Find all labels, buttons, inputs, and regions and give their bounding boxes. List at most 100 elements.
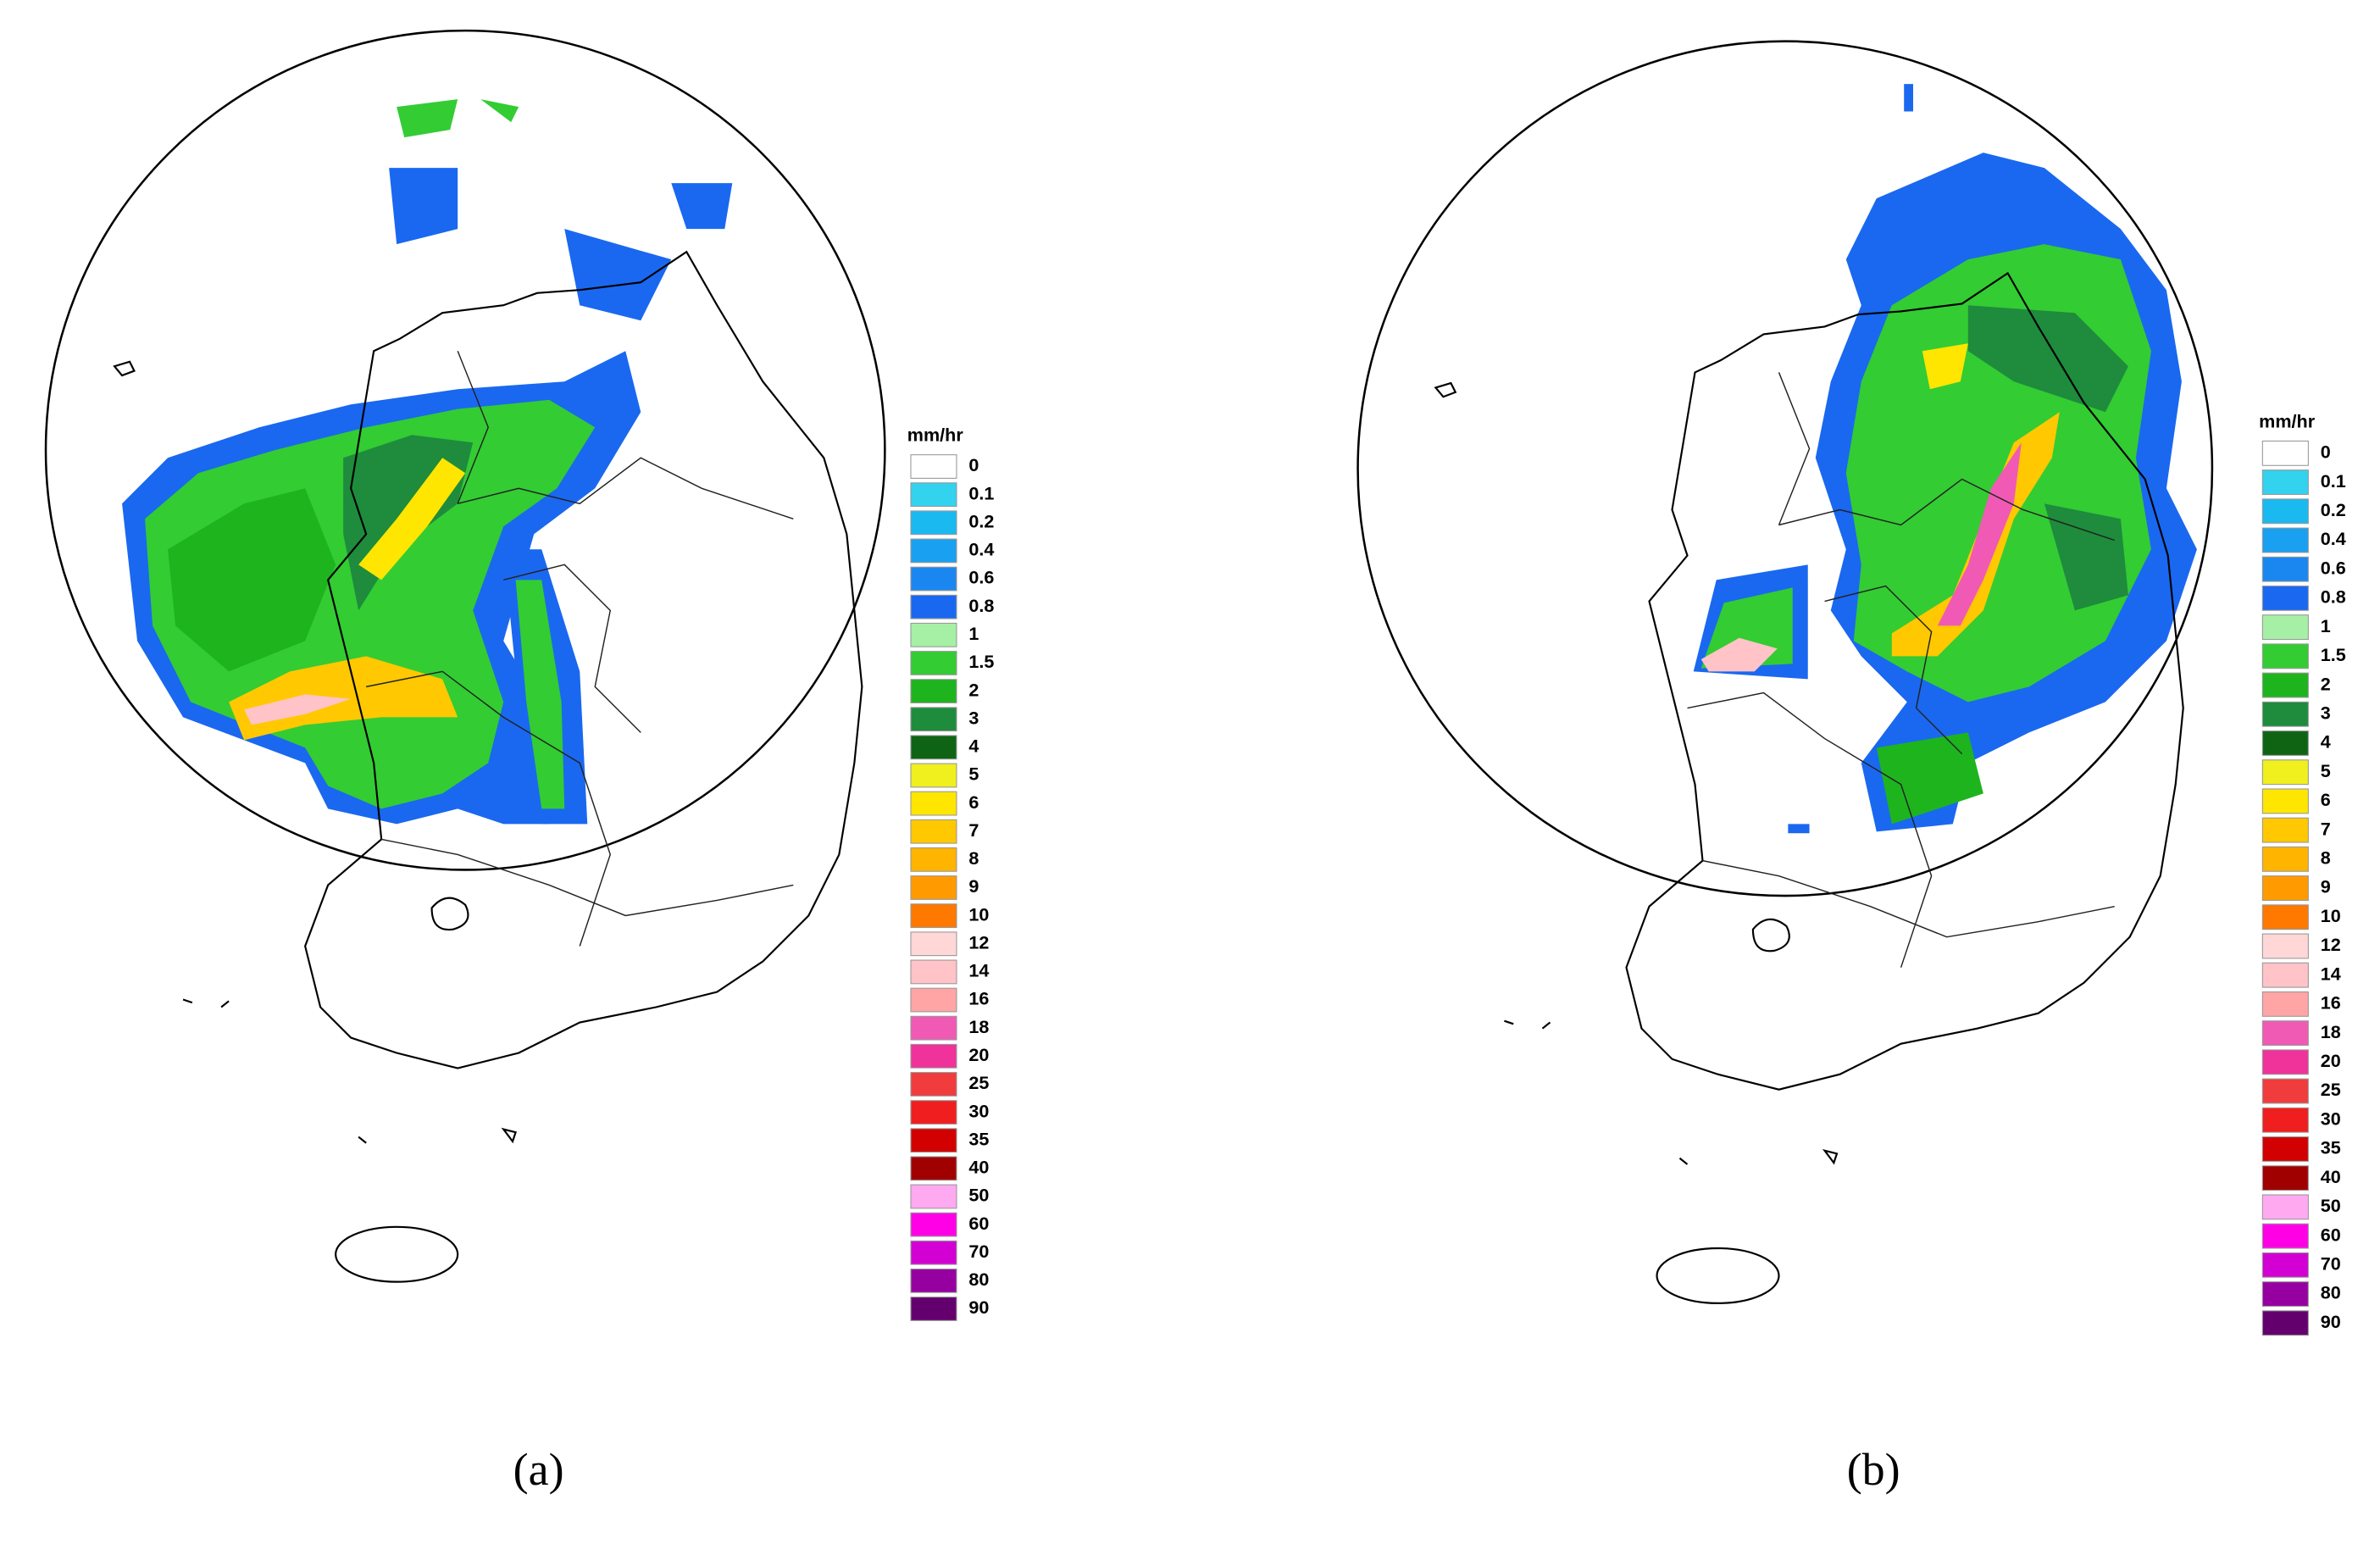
- legend-swatch: [2261, 962, 2309, 988]
- legend-title: mm/hr: [2259, 411, 2316, 432]
- echo: [1876, 732, 1983, 825]
- legend-label: 35: [968, 1128, 989, 1149]
- legend-label: 8: [968, 847, 979, 869]
- legend-swatch: [910, 594, 957, 619]
- legend-swatch: [910, 903, 957, 929]
- legend-swatch: [2261, 1165, 2309, 1191]
- radar-echoes: [1693, 84, 2197, 834]
- legend-label: 0.4: [2321, 528, 2346, 549]
- legend-swatch: [2261, 614, 2309, 641]
- legend-swatch: [2261, 469, 2309, 496]
- legend-swatch: [910, 735, 957, 760]
- legend-swatch: [2261, 701, 2309, 727]
- echo: [1922, 343, 1968, 390]
- legend-swatch: [910, 847, 957, 872]
- legend-swatch: [910, 538, 957, 564]
- legend-swatch: [2261, 556, 2309, 582]
- legend-label: 1.5: [2321, 644, 2346, 665]
- legend-swatch: [2261, 1107, 2309, 1133]
- legend-label: 18: [968, 1016, 989, 1037]
- legend-label: 5: [2321, 760, 2331, 781]
- echo: [515, 580, 565, 809]
- legend-label: 60: [2321, 1224, 2341, 1245]
- legend-swatch: [2261, 1281, 2309, 1307]
- legend-swatch: [2261, 730, 2309, 756]
- legend-swatch: [910, 679, 957, 703]
- legend-label: 3: [968, 707, 979, 728]
- legend-swatch: [2261, 585, 2309, 611]
- legend-label: 0.1: [968, 482, 994, 503]
- legend-title: mm/hr: [907, 425, 964, 446]
- legend-swatch: [910, 1240, 957, 1265]
- legend-label: 25: [968, 1072, 989, 1093]
- legend-swatch: [2261, 759, 2309, 786]
- legend-label: 0: [2321, 442, 2331, 463]
- legend-swatch: [2261, 904, 2309, 930]
- panel-a: mm/hr0 0.1 0.2 0.4 0.6 0.8 1 1.5 2 3 4 5 6 7 8 9 10 12 14 1…: [44, 29, 994, 1495]
- legend-swatch: [910, 959, 957, 985]
- legend-swatch: [2261, 527, 2309, 553]
- legend-label: 0.2: [2321, 499, 2346, 520]
- legend-swatch: [2261, 991, 2309, 1017]
- legend-label: 30: [968, 1100, 989, 1121]
- legend-swatch: [2261, 1310, 2309, 1336]
- legend-swatch: [910, 566, 957, 591]
- legend-label: 80: [2321, 1282, 2341, 1303]
- legend-swatch: [910, 791, 957, 816]
- echo: [1937, 442, 2022, 626]
- legend-label: 9: [2321, 876, 2331, 897]
- legend-label: 1: [2321, 615, 2331, 636]
- legend-label: 10: [968, 903, 989, 925]
- legend-swatch: [2261, 440, 2309, 466]
- panel-label: (b): [1847, 1444, 1900, 1495]
- legend-label: 0.8: [968, 595, 994, 616]
- legend-swatch: [2261, 1223, 2309, 1249]
- panel-b: mm/hr0 0.1 0.2 0.4 0.6 0.8 1 1.5 2 3 4 5 6 7 8 9 10 12 14 1…: [1356, 40, 2346, 1495]
- legend-label: 10: [2321, 905, 2341, 926]
- legend-label: 9: [968, 875, 979, 897]
- legend-label: 90: [2321, 1311, 2341, 1332]
- legend-swatch: [2261, 1252, 2309, 1278]
- legend-swatch: [2261, 1020, 2309, 1047]
- legend-swatch: [910, 1212, 957, 1237]
- legend-swatch: [910, 987, 957, 1013]
- legend-swatch: [2261, 933, 2309, 959]
- legend-label: 0.1: [2321, 470, 2346, 492]
- legend-label: 18: [2321, 1021, 2341, 1042]
- legend-label: 25: [2321, 1079, 2341, 1100]
- legend-label: 2: [968, 679, 979, 700]
- legend-label: 5: [968, 764, 979, 785]
- legend-label: 70: [2321, 1253, 2341, 1275]
- legend-swatch: [910, 510, 957, 536]
- legend-swatch: [2261, 1194, 2309, 1220]
- legend-label: 12: [968, 931, 989, 953]
- legend-label: 0.2: [968, 510, 994, 531]
- legend-label: 35: [2321, 1137, 2341, 1158]
- legend-swatch: [910, 1156, 957, 1181]
- legend-label: 3: [2321, 702, 2331, 723]
- echo: [1967, 305, 2128, 611]
- legend-label: 0.8: [2321, 586, 2346, 608]
- legend-label: 16: [2321, 992, 2341, 1014]
- legend-swatch: [910, 1100, 957, 1125]
- legend-swatch: [2261, 643, 2309, 669]
- radar-echoes: [122, 99, 733, 825]
- legend-swatch: [2261, 1049, 2309, 1075]
- legend-swatch: [910, 482, 957, 508]
- legend-label: 40: [2321, 1166, 2341, 1187]
- legend-swatch: [2261, 1078, 2309, 1104]
- legend-swatch: [910, 763, 957, 788]
- legend-label: 8: [2321, 847, 2331, 869]
- legend-swatch: [2261, 817, 2309, 843]
- legend-label: 70: [968, 1241, 989, 1262]
- echo: [1700, 637, 1778, 672]
- legend-label: 7: [2321, 818, 2331, 839]
- echo: [168, 488, 336, 672]
- legend-label: 90: [968, 1297, 989, 1318]
- legend: mm/hr0 0.1 0.2 0.4 0.6 0.8 1 1.5 2 3 4 5 6 7 8 9 10 12 14 1…: [2259, 411, 2346, 1336]
- legend-label: 0.6: [2321, 557, 2346, 578]
- legend-label: 16: [968, 988, 989, 1009]
- legend-swatch: [910, 1072, 957, 1097]
- legend-label: 80: [968, 1269, 989, 1290]
